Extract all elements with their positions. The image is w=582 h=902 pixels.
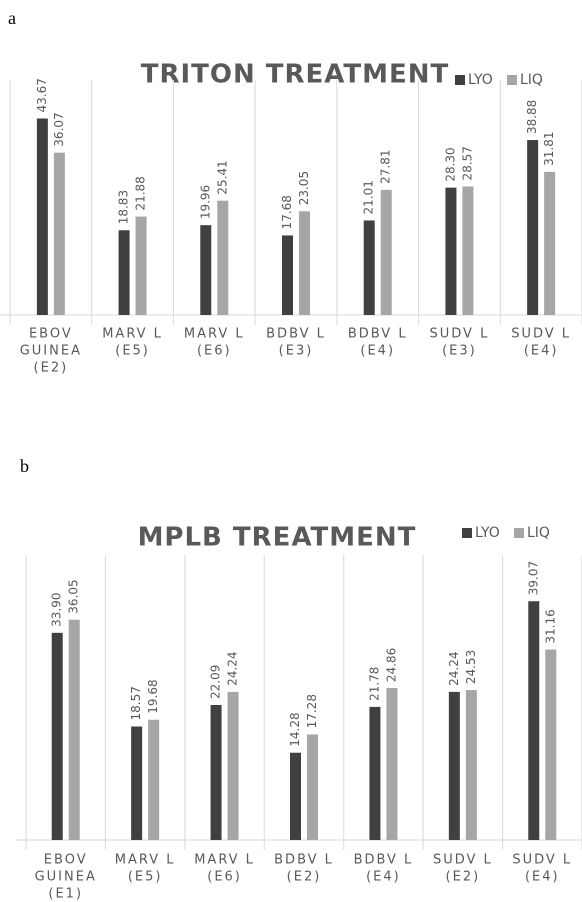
bar bbox=[148, 719, 160, 840]
bar bbox=[282, 235, 293, 315]
value-label: 28.57 bbox=[460, 146, 474, 180]
panel-label: b bbox=[20, 456, 29, 476]
x-tick-label: (E4) bbox=[524, 344, 559, 359]
x-tick-label: GUINEA bbox=[35, 870, 97, 885]
value-label: 38.88 bbox=[525, 100, 539, 134]
value-label: 19.68 bbox=[146, 679, 160, 713]
value-label: 18.57 bbox=[129, 686, 143, 720]
bar bbox=[369, 706, 381, 840]
bar bbox=[68, 619, 80, 840]
bar bbox=[217, 200, 229, 315]
x-tick-label: BDBV L bbox=[348, 327, 408, 342]
x-tick-label: BDBV L bbox=[354, 853, 414, 868]
bar bbox=[527, 140, 539, 315]
value-label: 21.01 bbox=[362, 180, 376, 214]
x-tick-label: (E4) bbox=[366, 870, 401, 885]
x-tick-label: MARV L bbox=[102, 327, 163, 342]
x-tick-label: (E6) bbox=[207, 870, 242, 885]
bar bbox=[200, 225, 212, 315]
x-tick-label: SUDV L bbox=[512, 853, 572, 868]
bar bbox=[299, 211, 310, 315]
value-label: 17.28 bbox=[305, 694, 319, 728]
legend-label: LYO bbox=[468, 72, 493, 88]
value-label: 36.07 bbox=[52, 112, 66, 146]
x-tick-label: (E1) bbox=[48, 887, 83, 902]
value-label: 21.78 bbox=[367, 667, 381, 701]
bar bbox=[528, 601, 540, 840]
legend-label: LIQ bbox=[527, 525, 550, 541]
x-tick-label: (E5) bbox=[128, 870, 163, 885]
x-tick-label: (E4) bbox=[525, 870, 560, 885]
x-tick-label: SUDV L bbox=[511, 327, 571, 342]
bar bbox=[307, 734, 318, 840]
value-label: 22.09 bbox=[209, 665, 223, 699]
value-label: 43.67 bbox=[35, 78, 49, 112]
x-tick-label: (E6) bbox=[197, 344, 232, 359]
x-tick-label: SUDV L bbox=[430, 327, 490, 342]
x-tick-label: EBOV bbox=[29, 327, 73, 342]
panel-label: a bbox=[8, 8, 16, 28]
x-tick-label: BDBV L bbox=[266, 327, 326, 342]
value-label: 33.90 bbox=[50, 592, 64, 626]
legend-swatch bbox=[462, 528, 472, 538]
value-label: 31.81 bbox=[542, 131, 556, 165]
x-tick-label: MARV L bbox=[184, 327, 245, 342]
bar bbox=[227, 691, 239, 840]
x-tick-label: (E3) bbox=[279, 344, 314, 359]
bar bbox=[545, 649, 557, 840]
value-label: 31.16 bbox=[543, 609, 557, 643]
bar bbox=[210, 705, 222, 840]
value-label: 17.68 bbox=[280, 195, 294, 229]
bar bbox=[380, 189, 392, 315]
value-label: 25.41 bbox=[215, 160, 229, 194]
bar bbox=[386, 688, 398, 840]
value-label: 19.96 bbox=[198, 185, 212, 219]
legend-swatch bbox=[507, 75, 517, 85]
x-tick-label: (E2) bbox=[446, 870, 481, 885]
x-tick-label: SUDV L bbox=[433, 853, 493, 868]
bar bbox=[363, 220, 375, 315]
value-label: 24.24 bbox=[447, 652, 461, 686]
legend-label: LYO bbox=[475, 525, 500, 541]
value-label: 18.83 bbox=[117, 190, 131, 224]
x-tick-label: (E5) bbox=[115, 344, 150, 359]
x-tick-label: GUINEA bbox=[20, 344, 82, 359]
value-label: 23.05 bbox=[297, 171, 311, 205]
x-tick-label: (E2) bbox=[34, 361, 69, 376]
x-tick-label: EBOV bbox=[44, 853, 88, 868]
bar bbox=[36, 118, 48, 315]
value-label: 24.86 bbox=[384, 648, 398, 682]
bar bbox=[135, 216, 147, 315]
bar bbox=[445, 187, 457, 315]
x-tick-label: (E4) bbox=[360, 344, 395, 359]
value-label: 28.30 bbox=[443, 147, 457, 181]
bar bbox=[465, 690, 477, 840]
bar bbox=[462, 186, 474, 315]
bar bbox=[51, 632, 63, 840]
x-tick-label: MARV L bbox=[115, 853, 176, 868]
value-label: 39.07 bbox=[526, 561, 540, 595]
value-label: 14.28 bbox=[288, 712, 302, 746]
bar bbox=[131, 726, 143, 840]
value-label: 36.05 bbox=[67, 579, 81, 613]
legend-swatch bbox=[455, 75, 465, 85]
bar bbox=[53, 152, 65, 315]
value-label: 27.81 bbox=[379, 149, 393, 183]
bar bbox=[448, 691, 460, 840]
value-label: 24.24 bbox=[226, 652, 240, 686]
value-label: 24.53 bbox=[464, 650, 478, 684]
x-tick-label: MARV L bbox=[194, 853, 255, 868]
x-tick-label: (E2) bbox=[287, 870, 322, 885]
x-tick-label: BDBV L bbox=[274, 853, 334, 868]
legend-label: LIQ bbox=[520, 72, 543, 88]
chart-title: TRITON TREATMENT bbox=[141, 60, 450, 90]
bar bbox=[290, 752, 301, 840]
x-tick-label: (E3) bbox=[442, 344, 477, 359]
bar bbox=[118, 230, 130, 315]
bar bbox=[544, 171, 556, 315]
chart-title: MPLB TREATMENT bbox=[138, 523, 417, 553]
value-label: 21.88 bbox=[134, 176, 148, 210]
legend-swatch bbox=[514, 528, 524, 538]
